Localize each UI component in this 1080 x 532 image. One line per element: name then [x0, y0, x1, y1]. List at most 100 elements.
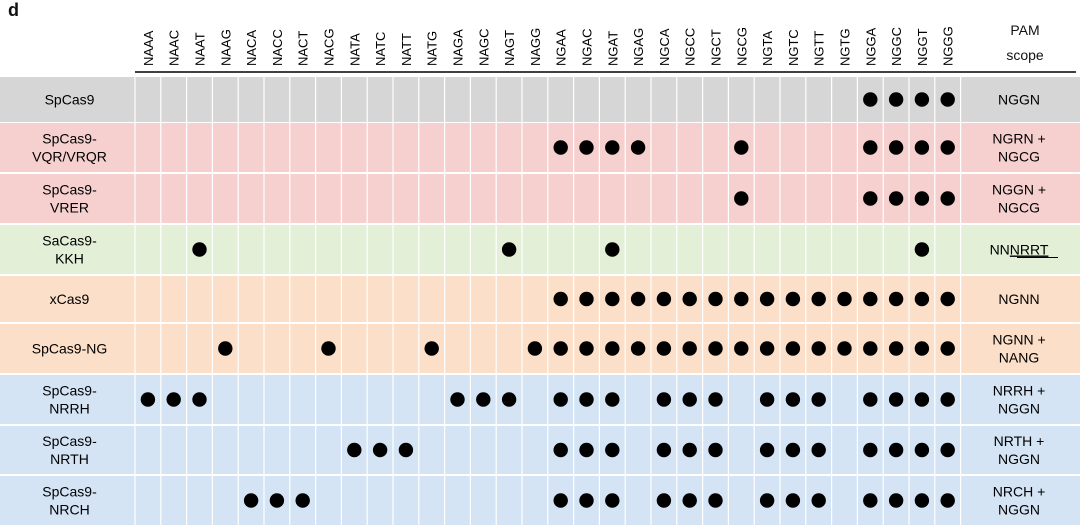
compat-dot-ngcg	[734, 140, 749, 155]
compat-dot-ngat	[605, 442, 620, 458]
column-header-nagc: NAGC	[476, 28, 491, 66]
row-sacas9-kkh: SaCas9- KKH NNNRRT	[0, 225, 1080, 274]
compat-dot-ngag	[630, 291, 646, 307]
row-label: SpCas9-NG	[32, 341, 107, 357]
compat-dot-ngga	[863, 493, 878, 508]
compat-dot-ngtc	[785, 442, 801, 458]
row-label-line: SpCas9-	[42, 131, 97, 147]
compat-dot-ngat	[605, 242, 620, 257]
row-spcas9-vrer: SpCas9- VRER NGGN + NGCG	[0, 174, 1080, 223]
column-header-nacc: NACC	[270, 29, 285, 66]
compat-dot-ngct	[708, 493, 723, 508]
row-label-line: NRCH	[49, 502, 89, 518]
column-header-ngct: NGCT	[709, 29, 724, 66]
row-label-line: VQR/VRQR	[32, 149, 107, 165]
compat-dot-ngga	[863, 291, 878, 307]
compat-dot-naag	[218, 341, 233, 356]
row-scope-prefix: NN	[990, 242, 1010, 258]
compat-dot-ngca	[656, 493, 672, 508]
column-header-natg: NATG	[425, 31, 440, 66]
row-spcas9-nrch: SpCas9- NRCH NRCH + NGGN	[0, 476, 1080, 525]
row-scope: NRTH + NGGN	[994, 433, 1045, 467]
column-header-ngag: NGAG	[631, 28, 646, 66]
compat-dot-ngat	[605, 392, 620, 407]
compat-dot-natt	[398, 442, 414, 458]
compat-dot-ngca	[656, 392, 672, 407]
row-background	[0, 225, 1080, 274]
column-header-naac: NAAC	[167, 30, 182, 66]
compat-dot-ngga	[863, 92, 878, 107]
compat-dot-nggt	[914, 341, 930, 356]
compat-dot-ngtc	[785, 392, 801, 407]
row-label-line: NRTH	[50, 451, 89, 467]
row-scope-line: NGNN	[998, 291, 1039, 307]
row-scope-line: NGRN +	[992, 131, 1045, 147]
row-spcas9-vqr-vrqr: SpCas9- VQR/VRQR NGRN + NGCG	[0, 123, 1080, 172]
column-header-nacg: NACG	[322, 28, 337, 66]
row-scope-line: NRCH +	[993, 484, 1046, 500]
row-scope: NGGN + NGCG	[992, 182, 1046, 216]
compat-dot-nggg	[940, 291, 955, 307]
compat-dot-naaa	[140, 392, 156, 407]
compat-dot-nggt	[914, 191, 930, 206]
column-header-ngta: NGTA	[760, 31, 775, 66]
compat-dot-ngca	[656, 442, 672, 458]
row-scope-underlined: NRRT	[1010, 242, 1049, 258]
row-scope: NRCH + NGGN	[993, 484, 1046, 518]
panel-label: d	[8, 0, 19, 20]
column-header-ngat: NGAT	[605, 31, 620, 66]
row-spcas9-nrth: SpCas9- NRTH NRTH + NGGN	[0, 426, 1080, 474]
compat-dot-naga	[450, 392, 465, 407]
column-header-natc: NATC	[373, 32, 388, 66]
column-header-naag: NAAG	[218, 29, 233, 66]
compat-dot-ngtc	[785, 291, 801, 307]
row-xcas9: xCas9 NGNN	[0, 276, 1080, 322]
row-scope-line: NRRH +	[993, 383, 1046, 399]
column-header-naat: NAAT	[193, 32, 208, 66]
row-scope-line: NRTH +	[994, 433, 1045, 449]
row-scope-line: NGGN	[998, 502, 1040, 518]
column-header-naaa: NAAA	[141, 30, 156, 66]
compat-dot-nggg	[940, 442, 955, 458]
column-header-ngca: NGCA	[657, 28, 672, 66]
compat-dot-ngcc	[682, 341, 697, 356]
compat-dot-ngcc	[682, 493, 697, 508]
row-label-line: SpCas9-	[42, 484, 97, 500]
compat-dot-nggg	[940, 341, 955, 356]
row-label: SpCas9- NRRH	[42, 383, 97, 417]
compat-dot-ngac	[579, 493, 594, 508]
compat-dot-ngga	[863, 140, 878, 155]
compat-dot-nggc	[888, 191, 904, 206]
row-label: SaCas9- KKH	[42, 233, 97, 267]
compat-dot-ngat	[605, 140, 620, 155]
column-header-ngcc: NGCC	[683, 28, 698, 66]
compat-dot-nggt	[914, 392, 930, 407]
column-header-ngac: NGAC	[580, 28, 595, 66]
compat-dot-ngta	[759, 291, 775, 307]
column-header-nagt: NAGT	[502, 30, 517, 66]
compat-dot-ngat	[605, 493, 620, 508]
compat-dot-ngac	[579, 392, 594, 407]
row-label-line: SpCas9-	[42, 383, 97, 399]
row-scope: NGGN	[998, 92, 1040, 108]
compat-dot-ngac	[579, 442, 594, 458]
column-header-nggt: NGGT	[915, 28, 930, 66]
compat-dot-ngta	[759, 493, 775, 508]
row-scope-line: NGCG	[998, 149, 1040, 165]
compat-dot-ngct	[708, 291, 723, 307]
compat-dot-ngct	[708, 392, 723, 407]
compat-dot-ngta	[759, 392, 775, 407]
pam-scope-header: PAM scope	[975, 18, 1075, 68]
row-label-line: SpCas9-NG	[32, 341, 107, 357]
compat-dot-ngca	[656, 341, 672, 356]
row-scope-line: NGCG	[998, 200, 1040, 216]
compat-dot-natc	[372, 442, 388, 458]
compat-dot-ngat	[605, 291, 620, 307]
compat-dot-natg	[424, 341, 439, 356]
column-header-nggc: NGGC	[889, 27, 904, 66]
column-header-naga: NAGA	[451, 29, 466, 66]
compat-dot-ngaa	[553, 493, 568, 508]
column-header-nagg: NAGG	[528, 28, 543, 66]
row-scope: NRRH + NGGN	[993, 383, 1046, 417]
